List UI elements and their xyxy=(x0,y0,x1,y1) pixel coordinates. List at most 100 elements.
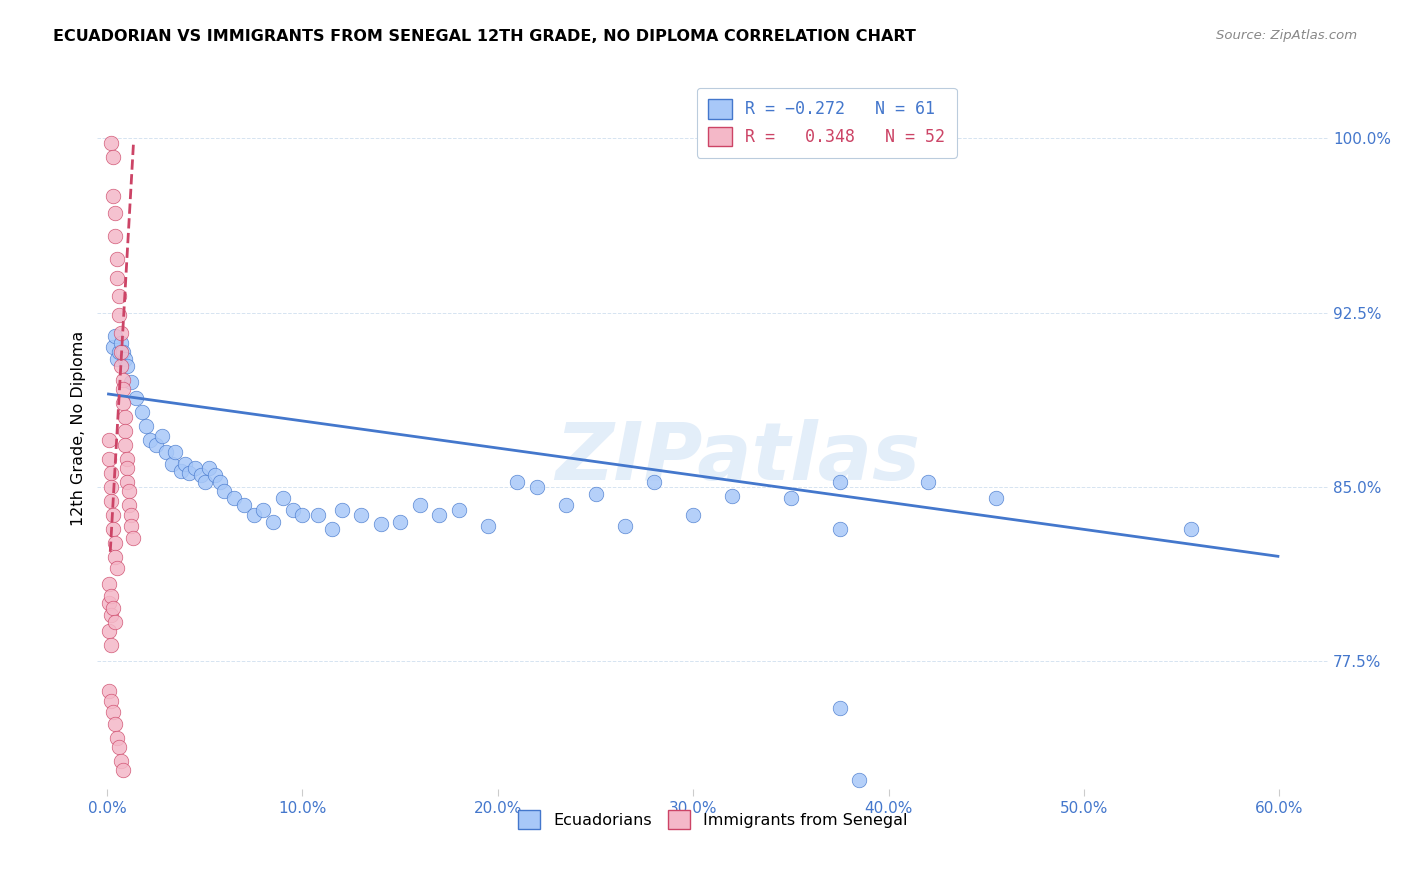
Point xyxy=(104,228,127,243)
Point xyxy=(100,607,122,622)
Point xyxy=(110,335,132,350)
Point xyxy=(105,731,128,745)
Point xyxy=(555,499,578,513)
Point xyxy=(100,638,122,652)
Point xyxy=(105,252,128,266)
Point xyxy=(209,475,232,490)
Point xyxy=(917,475,939,490)
Point xyxy=(150,428,173,442)
Text: ZIPatlas: ZIPatlas xyxy=(555,418,920,497)
Point xyxy=(111,382,134,396)
Point xyxy=(447,503,470,517)
Point xyxy=(121,531,143,545)
Point xyxy=(108,345,131,359)
Point xyxy=(104,535,127,549)
Point xyxy=(291,508,314,522)
Point xyxy=(252,503,274,517)
Y-axis label: 12th Grade, No Diploma: 12th Grade, No Diploma xyxy=(72,331,86,526)
Point xyxy=(98,577,121,591)
Point xyxy=(114,438,136,452)
Point xyxy=(108,308,131,322)
Point xyxy=(125,392,148,406)
Point xyxy=(643,475,665,490)
Point xyxy=(101,705,124,719)
Point xyxy=(131,405,153,419)
Point xyxy=(98,684,121,698)
Point xyxy=(613,519,636,533)
Point xyxy=(104,615,127,629)
Point xyxy=(111,396,134,410)
Text: ECUADORIAN VS IMMIGRANTS FROM SENEGAL 12TH GRADE, NO DIPLOMA CORRELATION CHART: ECUADORIAN VS IMMIGRANTS FROM SENEGAL 12… xyxy=(53,29,917,44)
Point xyxy=(145,438,167,452)
Point xyxy=(828,700,851,714)
Point xyxy=(100,493,122,508)
Point xyxy=(350,508,373,522)
Point xyxy=(506,475,529,490)
Point xyxy=(174,457,197,471)
Point xyxy=(110,345,132,359)
Point xyxy=(105,561,128,575)
Point xyxy=(330,503,353,517)
Point xyxy=(321,522,343,536)
Point xyxy=(682,508,704,522)
Point xyxy=(104,549,127,564)
Point xyxy=(100,136,122,150)
Point xyxy=(828,522,851,536)
Point xyxy=(110,754,132,768)
Point xyxy=(780,491,803,506)
Point xyxy=(139,434,162,448)
Point xyxy=(120,508,142,522)
Point xyxy=(262,515,284,529)
Point xyxy=(214,484,236,499)
Point xyxy=(105,270,128,285)
Point xyxy=(111,373,134,387)
Point xyxy=(98,451,121,466)
Point xyxy=(108,289,131,303)
Point xyxy=(232,499,254,513)
Point xyxy=(101,150,124,164)
Point xyxy=(110,359,132,373)
Point xyxy=(585,487,607,501)
Point xyxy=(409,499,432,513)
Point xyxy=(370,516,392,531)
Point xyxy=(115,451,138,466)
Point xyxy=(108,739,131,754)
Point xyxy=(101,522,124,536)
Point xyxy=(271,491,294,506)
Point xyxy=(104,716,127,731)
Point xyxy=(100,589,122,603)
Point xyxy=(1180,522,1202,536)
Point xyxy=(104,328,127,343)
Point xyxy=(111,764,134,778)
Point xyxy=(101,600,124,615)
Point xyxy=(427,508,450,522)
Point xyxy=(120,376,142,390)
Point xyxy=(111,345,134,359)
Point xyxy=(135,419,157,434)
Point xyxy=(194,475,217,490)
Point xyxy=(184,461,207,475)
Point xyxy=(179,466,201,480)
Point xyxy=(114,410,136,425)
Point xyxy=(170,463,193,477)
Point xyxy=(98,434,121,448)
Point xyxy=(117,484,139,499)
Point xyxy=(105,351,128,366)
Point xyxy=(115,475,138,490)
Point xyxy=(721,489,744,503)
Point xyxy=(114,424,136,438)
Point xyxy=(98,624,121,638)
Point xyxy=(828,475,851,490)
Point xyxy=(848,772,870,787)
Point xyxy=(104,205,127,219)
Point xyxy=(120,519,142,533)
Point xyxy=(101,508,124,522)
Point xyxy=(115,359,138,373)
Text: Source: ZipAtlas.com: Source: ZipAtlas.com xyxy=(1216,29,1357,42)
Point xyxy=(115,461,138,475)
Point xyxy=(100,480,122,494)
Point xyxy=(307,508,329,522)
Point xyxy=(117,499,139,513)
Point xyxy=(160,457,183,471)
Point xyxy=(204,468,226,483)
